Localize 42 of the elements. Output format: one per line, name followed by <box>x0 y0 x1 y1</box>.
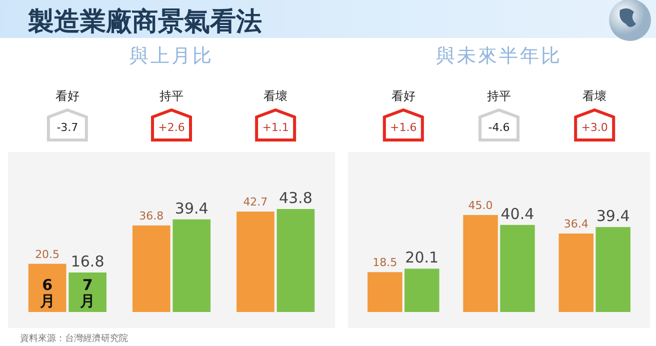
data-label: 36.4 <box>564 218 588 231</box>
x-tick-label: 看好 <box>391 89 416 103</box>
series-label: 6月 <box>38 276 55 310</box>
text: +3.0 <box>581 121 608 134</box>
x-tick-label: 看壞 <box>582 89 607 103</box>
text: +2.6 <box>158 121 185 134</box>
x-tick-label: 持平 <box>487 89 511 103</box>
bar <box>68 272 106 312</box>
text: +1.1 <box>262 121 289 134</box>
data-label: 16.8 <box>70 252 104 270</box>
bar <box>172 219 211 312</box>
source-note: 資料來源：台灣經濟研究院 <box>20 333 128 344</box>
bar <box>500 224 535 312</box>
bar <box>596 227 630 312</box>
bar <box>463 215 498 312</box>
data-label: 45.0 <box>468 199 493 212</box>
text: +1.6 <box>390 121 417 134</box>
x-tick-label: 持平 <box>160 89 184 103</box>
bar <box>368 272 402 312</box>
text: -4.6 <box>488 121 510 134</box>
data-label: 39.4 <box>174 199 208 218</box>
chart-title: 製造業廠商景氣看法 <box>27 7 262 37</box>
data-label: 42.7 <box>243 196 268 209</box>
series-label: 7月 <box>79 276 96 310</box>
data-label: 43.8 <box>278 189 312 207</box>
bar <box>236 212 274 312</box>
bar <box>276 209 315 312</box>
bar <box>28 264 66 312</box>
data-label: 20.1 <box>405 248 439 267</box>
bar <box>132 225 170 312</box>
data-label: 20.5 <box>35 248 60 261</box>
chart-title: 與未來半年比 <box>436 45 562 67</box>
text: -3.7 <box>56 121 78 134</box>
data-label: 40.4 <box>500 204 534 223</box>
data-label: 18.5 <box>372 256 398 270</box>
bar <box>558 234 594 312</box>
x-tick-label: 看壞 <box>264 89 288 103</box>
x-tick-label: 看好 <box>55 89 80 103</box>
data-label: 39.4 <box>596 207 630 226</box>
chart-subtitle: 與上月比 <box>130 45 214 67</box>
bar <box>404 268 440 312</box>
data-label: 36.8 <box>139 209 164 222</box>
